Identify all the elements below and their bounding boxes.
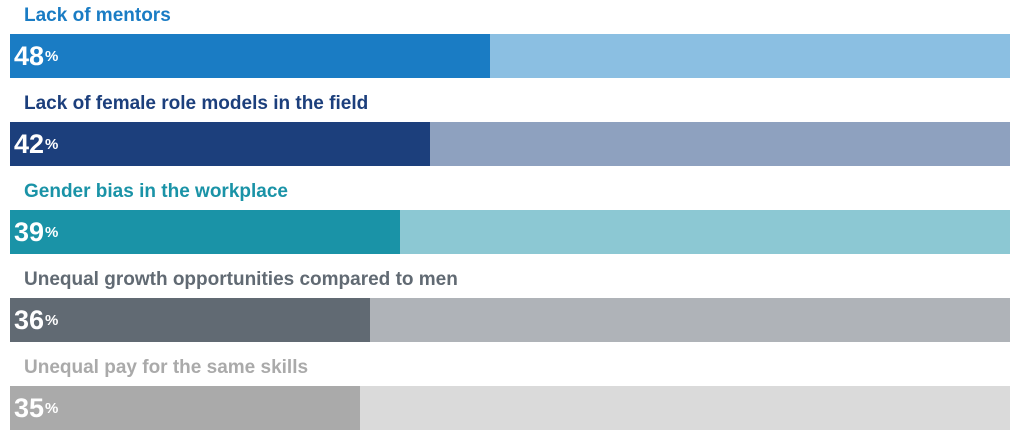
- bar-track: 42%: [10, 122, 1010, 166]
- data-label-value: 48: [14, 41, 45, 71]
- category-label: Lack of female role models in the field: [24, 93, 369, 114]
- bar-track: 48%: [10, 34, 1010, 78]
- category-label: Gender bias in the workplace: [24, 181, 288, 202]
- percent-sign: %: [45, 400, 59, 417]
- bar: [10, 34, 490, 78]
- bar-track: 36%: [10, 298, 1010, 342]
- data-label: 36%: [14, 298, 58, 342]
- data-label: 35%: [14, 386, 58, 430]
- data-label: 39%: [14, 210, 58, 254]
- data-label-value: 35: [14, 393, 45, 423]
- bar: [10, 210, 400, 254]
- data-label: 48%: [14, 34, 58, 78]
- bar-track: 35%: [10, 386, 1010, 430]
- bar: [10, 122, 430, 166]
- data-label-value: 42: [14, 129, 45, 159]
- data-label: 42%: [14, 122, 58, 166]
- data-label-value: 36: [14, 305, 45, 335]
- percent-sign: %: [45, 312, 59, 329]
- bar: [10, 298, 370, 342]
- category-label: Unequal growth opportunities compared to…: [24, 269, 458, 290]
- percent-sign: %: [45, 48, 59, 65]
- category-label: Unequal pay for the same skills: [24, 357, 309, 378]
- data-label-value: 39: [14, 217, 45, 247]
- bar-track: 39%: [10, 210, 1010, 254]
- percent-sign: %: [45, 136, 59, 153]
- category-label: Lack of mentors: [24, 5, 171, 26]
- bar: [10, 386, 360, 430]
- percent-sign: %: [45, 224, 59, 241]
